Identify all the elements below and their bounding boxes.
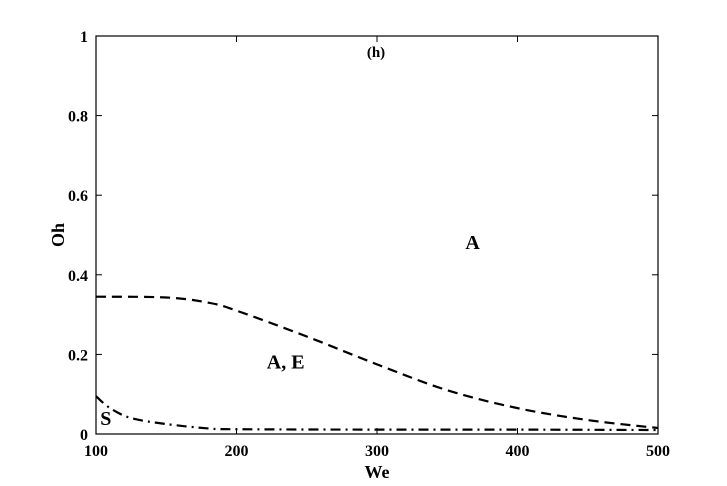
x-tick-label: 400: [506, 443, 530, 460]
series-group: [95, 295, 659, 432]
y-tick-label: 1: [80, 29, 88, 46]
x-tick-label: 500: [646, 443, 670, 460]
y-axis-label: Oh: [48, 223, 68, 247]
y-tick-label: 0.8: [68, 109, 88, 126]
plot-area: [95, 35, 659, 435]
y-tick-label: 0: [80, 427, 88, 444]
series-line-0: [95, 295, 659, 430]
region-label: A: [465, 232, 480, 254]
x-tick-label: 200: [225, 443, 249, 460]
series-line-1: [95, 395, 659, 432]
axis-ticks: 100 200 300 400 500 0 0.2 0.4 0.6 0.8 1: [68, 29, 670, 460]
x-axis-label: We: [365, 462, 390, 482]
y-tick-label: 0.2: [68, 347, 88, 364]
x-tick-label: 300: [365, 443, 389, 460]
y-tick-label: 0.4: [68, 268, 88, 285]
region-label: A, E: [267, 351, 305, 373]
annotations-group: A A, E S: [100, 232, 480, 430]
chart-title: (h): [367, 45, 385, 61]
region-label: S: [100, 408, 111, 430]
x-tick-label: 100: [84, 443, 108, 460]
y-tick-label: 0.6: [68, 188, 88, 205]
